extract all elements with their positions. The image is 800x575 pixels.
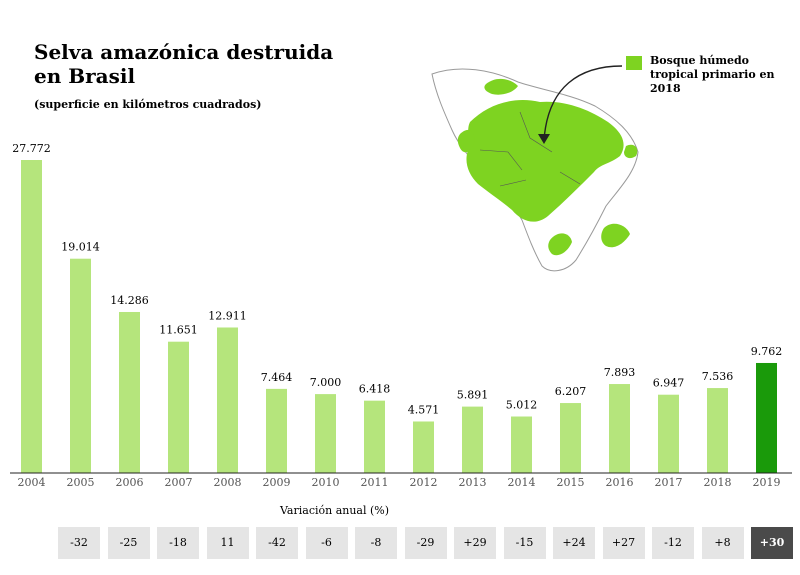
bar-2008 <box>217 327 238 473</box>
year-label-2014: 2014 <box>508 476 536 489</box>
bar-2004 <box>21 160 42 473</box>
bar-2018 <box>707 388 728 473</box>
bar-2013 <box>462 406 483 473</box>
year-label-2009: 2009 <box>263 476 291 489</box>
value-label-2017: 6.947 <box>653 377 685 390</box>
year-label-2017: 2017 <box>655 476 683 489</box>
value-label-2016: 7.893 <box>604 366 636 379</box>
year-label-2004: 2004 <box>18 476 46 489</box>
bar-2016 <box>609 384 630 473</box>
bar-2012 <box>413 421 434 473</box>
variation-box-2007: -18 <box>157 527 199 559</box>
variation-box-2017: -12 <box>652 527 694 559</box>
value-label-2012: 4.571 <box>408 403 440 416</box>
bar-2019 <box>756 362 777 473</box>
year-label-2010: 2010 <box>312 476 340 489</box>
variation-box-2013: +29 <box>454 527 496 559</box>
bar-2015 <box>560 403 581 473</box>
variation-box-2015: +24 <box>553 527 595 559</box>
year-label-2018: 2018 <box>704 476 732 489</box>
value-label-2013: 5.891 <box>457 389 489 402</box>
year-label-2013: 2013 <box>459 476 487 489</box>
year-label-2008: 2008 <box>214 476 242 489</box>
year-label-2015: 2015 <box>557 476 585 489</box>
forest-patch-southeast <box>601 223 630 248</box>
value-label-2005: 19.014 <box>61 241 100 254</box>
variation-box-2011: -8 <box>355 527 397 559</box>
variation-box-2012: -29 <box>404 527 447 559</box>
variation-title: Variación anual (%) <box>280 504 390 517</box>
forest-patch-east <box>624 144 638 159</box>
variation-box-2006: -25 <box>107 527 150 559</box>
variation-box-2019: +30 <box>751 527 793 559</box>
bar-2011 <box>364 400 385 473</box>
bar-2009 <box>266 388 287 473</box>
legend-swatch <box>626 56 642 70</box>
bar-2005 <box>70 258 91 473</box>
forest-patch-coast <box>548 233 572 256</box>
forest-area <box>466 100 624 222</box>
value-label-2011: 6.418 <box>359 383 391 396</box>
variation-box-2018: +8 <box>701 527 744 559</box>
year-label-2011: 2011 <box>361 476 389 489</box>
value-label-2006: 14.286 <box>110 294 149 307</box>
country-borders <box>479 111 581 187</box>
value-label-2019: 9.762 <box>751 345 783 358</box>
year-label-2005: 2005 <box>67 476 95 489</box>
variation-row: -32 -25 -18 11 -42 -6 -8 -29 +29 -15 +24 +27 -12 +8 +3… <box>0 527 800 559</box>
variation-box-2009: -42 <box>256 527 298 559</box>
forest-patch-north <box>484 78 518 95</box>
bar-2014 <box>511 416 532 473</box>
value-label-2004: 27.772 <box>12 142 51 155</box>
year-label-2007: 2007 <box>165 476 193 489</box>
value-label-2008: 12.911 <box>208 309 247 322</box>
year-label-2019: 2019 <box>753 476 781 489</box>
map-arrow-icon <box>543 65 623 141</box>
bar-2010 <box>315 394 336 473</box>
value-label-2007: 11.651 <box>159 324 198 337</box>
value-label-2010: 7.000 <box>310 376 342 389</box>
value-label-2015: 6.207 <box>555 385 587 398</box>
value-label-2014: 5.012 <box>506 399 538 412</box>
year-label-2006: 2006 <box>116 476 144 489</box>
year-label-2012: 2012 <box>410 476 438 489</box>
legend-label: Bosque húmedo tropical primario en 2018 <box>650 54 775 95</box>
variation-box-2010: -6 <box>305 527 348 559</box>
bar-2006 <box>119 311 140 473</box>
map-arrow-head-icon <box>538 134 550 144</box>
variation-box-2014: -15 <box>503 527 546 559</box>
chart-title: Selva amazónica destruida en Brasil <box>34 40 334 88</box>
bar-2017 <box>658 394 679 473</box>
value-label-2009: 7.464 <box>261 371 293 384</box>
year-label-2016: 2016 <box>606 476 634 489</box>
variation-box-2016: +27 <box>602 527 645 559</box>
forest-patch-west <box>457 129 475 153</box>
bar-2007 <box>168 341 189 473</box>
variation-box-2008: 11 <box>206 527 249 559</box>
bar-chart: 27.772 19.014 14.286 11.651 12.911 7.464 7.000… <box>10 142 792 489</box>
amazon-map <box>431 65 639 272</box>
chart-subtitle: (superficie en kilómetros cuadrados) <box>34 98 262 111</box>
value-label-2018: 7.536 <box>702 370 734 383</box>
variation-box-2005: -32 <box>58 527 100 559</box>
